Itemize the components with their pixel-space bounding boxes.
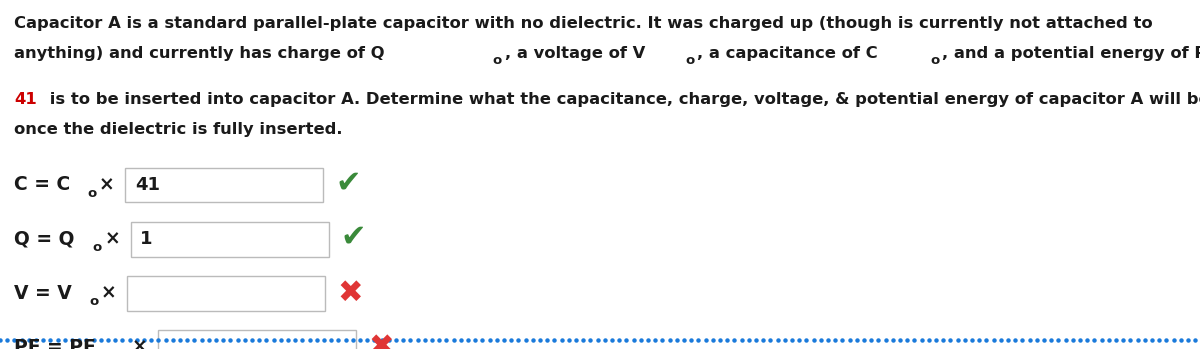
- Text: once the dielectric is fully inserted.: once the dielectric is fully inserted.: [14, 122, 343, 138]
- Text: ×: ×: [132, 338, 148, 349]
- Text: 41: 41: [134, 176, 160, 194]
- Text: , a capacitance of C: , a capacitance of C: [697, 46, 878, 61]
- FancyBboxPatch shape: [158, 330, 356, 349]
- Text: C = C: C = C: [14, 176, 71, 194]
- FancyBboxPatch shape: [131, 222, 329, 257]
- Text: o: o: [89, 295, 98, 309]
- Text: , a voltage of V: , a voltage of V: [504, 46, 644, 61]
- Text: ✔: ✔: [335, 169, 361, 198]
- Text: ✖: ✖: [368, 333, 394, 349]
- Text: ×: ×: [101, 284, 116, 303]
- Text: , and a potential energy of PE: , and a potential energy of PE: [942, 46, 1200, 61]
- Text: o: o: [92, 241, 102, 254]
- Text: anything) and currently has charge of Q: anything) and currently has charge of Q: [14, 46, 385, 61]
- Text: ✔: ✔: [341, 223, 366, 252]
- Text: ×: ×: [98, 176, 115, 194]
- Text: 1: 1: [140, 230, 152, 248]
- Text: V = V: V = V: [14, 284, 72, 303]
- Text: o: o: [685, 54, 695, 67]
- Text: Q = Q: Q = Q: [14, 230, 74, 248]
- Text: PE = PE: PE = PE: [14, 338, 96, 349]
- Text: 41: 41: [14, 92, 37, 107]
- Text: is to be inserted into capacitor A. Determine what the capacitance, charge, volt: is to be inserted into capacitor A. Dete…: [43, 92, 1200, 107]
- Text: o: o: [930, 54, 940, 67]
- Text: o: o: [493, 54, 502, 67]
- Text: ×: ×: [104, 230, 120, 248]
- Text: o: o: [86, 187, 96, 200]
- Text: ✖: ✖: [337, 279, 362, 308]
- Text: Capacitor A is a standard parallel-plate capacitor with no dielectric. It was ch: Capacitor A is a standard parallel-plate…: [14, 16, 1153, 31]
- FancyBboxPatch shape: [125, 168, 323, 202]
- FancyBboxPatch shape: [127, 276, 325, 311]
